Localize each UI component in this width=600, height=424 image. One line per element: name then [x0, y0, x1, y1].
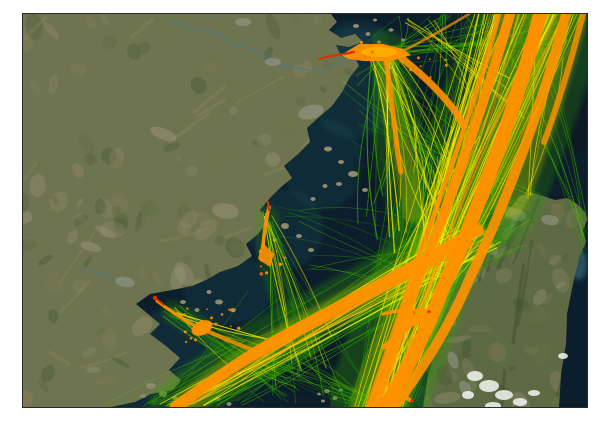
small-island: [194, 308, 200, 312]
small-island: [362, 188, 368, 192]
orange-density-core: [401, 14, 471, 53]
settlement-patch: [115, 276, 135, 288]
small-island: [338, 160, 344, 164]
cloud-patch: [513, 398, 527, 406]
small-island: [353, 24, 359, 28]
orange-density-core: [365, 14, 502, 407]
port-track-blob: [191, 320, 213, 336]
orange-density-core: [389, 14, 571, 407]
harbour-approach-mark: [410, 399, 414, 403]
cloud-patch: [528, 390, 540, 396]
cloud-patch: [485, 402, 501, 407]
small-island: [336, 182, 342, 186]
small-island: [146, 383, 156, 389]
map-svg: [23, 14, 587, 407]
small-island: [281, 223, 289, 229]
mainland-landmass: [23, 14, 363, 407]
settlement-patch: [265, 58, 281, 66]
map-frame: [22, 13, 588, 408]
taiwan-landmass: [423, 192, 587, 407]
port-track-blob: [404, 313, 424, 327]
harbour-approach-mark: [154, 297, 165, 306]
anchorage-dot-field: [397, 304, 431, 318]
harbour-approach-mark: [266, 200, 271, 212]
cloud-layer: [462, 353, 568, 407]
orange-density-core: [155, 299, 195, 327]
small-island: [308, 248, 314, 252]
port-track-blob: [361, 47, 397, 57]
small-island: [310, 197, 316, 201]
anchorage-dot-field: [409, 56, 448, 79]
cloud-patch: [495, 390, 513, 400]
harbour-approach-mark: [318, 53, 342, 60]
orange-density-core: [395, 52, 468, 130]
small-island: [348, 171, 358, 177]
settlement-patch: [541, 214, 559, 226]
orange-density-core: [541, 14, 586, 145]
harbour-approach-mark: [342, 50, 356, 56]
settlement-patch: [298, 104, 324, 120]
orange-density-core: [169, 224, 484, 407]
small-island: [296, 234, 302, 238]
orange-density-core: [383, 57, 404, 175]
anchorage-dot-field: [183, 307, 241, 344]
orange-density-core: [384, 381, 412, 402]
cloud-patch: [462, 391, 474, 399]
small-island: [317, 392, 321, 396]
small-island: [321, 399, 325, 403]
anchorage-dot-field: [258, 249, 287, 276]
settlement-patch: [235, 18, 251, 26]
small-island: [206, 290, 212, 294]
cloud-patch: [558, 353, 568, 359]
orange-density-core: [378, 14, 547, 407]
small-island: [215, 299, 223, 305]
small-island: [180, 300, 186, 304]
vessel-traffic-layer: [104, 14, 587, 407]
small-island: [324, 146, 332, 152]
cloud-patch: [479, 380, 499, 392]
anchorage-dot-field: [350, 40, 375, 59]
orange-density-core: [180, 241, 474, 407]
small-island: [322, 184, 328, 188]
cloud-patch: [467, 371, 483, 381]
small-island: [373, 18, 377, 22]
settlement-patch: [447, 351, 459, 369]
small-island: [140, 394, 146, 398]
